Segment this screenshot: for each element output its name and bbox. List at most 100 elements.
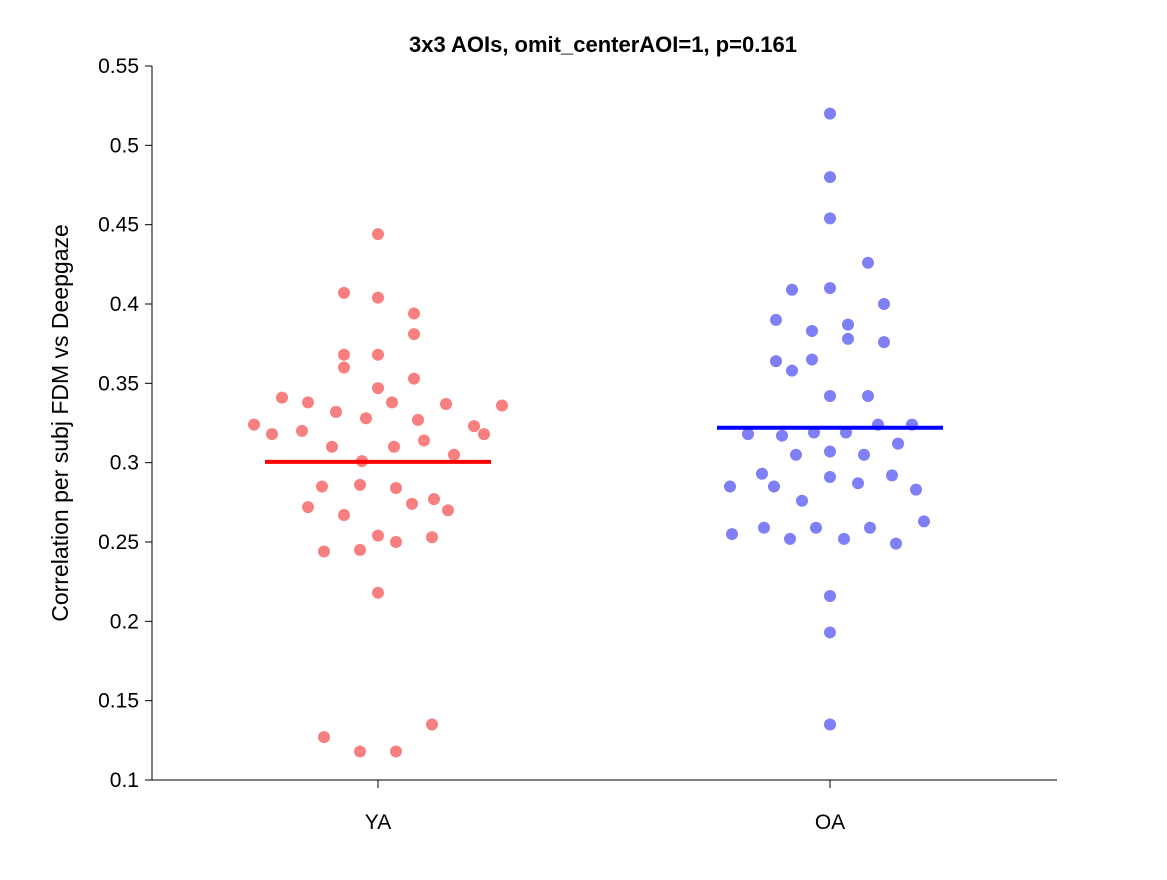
data-point-ya — [316, 480, 328, 493]
data-point-ya — [296, 424, 308, 437]
data-point-oa — [790, 448, 802, 461]
data-point-ya — [440, 397, 452, 410]
data-point-oa — [824, 718, 836, 731]
y-tick-label: 0.15 — [98, 690, 139, 713]
y-tick-label: 0.55 — [98, 55, 139, 78]
x-tick-label-ya: YA — [365, 811, 391, 834]
data-point-oa — [786, 364, 798, 377]
data-point-oa — [758, 521, 770, 534]
data-point-oa — [776, 429, 788, 442]
y-tick-label: 0.45 — [98, 214, 139, 237]
data-point-ya — [406, 497, 418, 510]
y-tick-label: 0.2 — [110, 610, 139, 633]
data-point-oa — [824, 107, 836, 120]
data-point-ya — [360, 412, 372, 425]
data-point-oa — [842, 318, 854, 331]
data-point-oa — [910, 483, 922, 496]
data-point-ya — [426, 531, 438, 544]
data-point-ya — [330, 405, 342, 418]
data-point-oa — [918, 515, 930, 528]
data-point-ya — [266, 428, 278, 441]
data-point-oa — [886, 469, 898, 482]
data-point-oa — [824, 282, 836, 295]
data-point-ya — [478, 428, 490, 441]
data-point-oa — [858, 448, 870, 461]
data-point-ya — [318, 545, 330, 558]
data-point-oa — [824, 171, 836, 184]
data-point-ya — [386, 396, 398, 409]
y-tick-label: 0.35 — [98, 372, 139, 395]
data-point-ya — [338, 361, 350, 374]
data-point-oa — [890, 537, 902, 550]
data-point-ya — [354, 478, 366, 491]
data-points — [248, 107, 930, 758]
data-point-oa — [824, 212, 836, 225]
data-point-oa — [806, 353, 818, 366]
data-point-oa — [842, 332, 854, 345]
chart-title: 3x3 AOIs, omit_centerAOI=1, p=0.161 — [409, 32, 797, 57]
data-point-oa — [770, 313, 782, 326]
axes: 0.1 0.15 0.2 0.25 0.3 0.35 0.4 0.45 0.5 0.55 YA OA — [98, 55, 1057, 834]
data-point-ya — [338, 348, 350, 361]
y-tick-label: 0.4 — [110, 293, 140, 316]
data-point-ya — [318, 731, 330, 744]
data-point-ya — [248, 418, 260, 431]
data-point-ya — [302, 501, 314, 514]
data-point-oa — [726, 528, 738, 541]
data-point-ya — [390, 482, 402, 495]
data-point-oa — [862, 256, 874, 269]
y-axis-label: Correlation per subj FDM vs Deepgaze — [47, 224, 73, 622]
data-point-oa — [824, 390, 836, 403]
data-point-ya — [276, 391, 288, 404]
data-point-ya — [390, 536, 402, 548]
data-point-ya — [388, 440, 400, 453]
data-point-ya — [408, 372, 420, 385]
data-point-oa — [838, 532, 850, 545]
x-tick-label-oa: OA — [815, 811, 845, 834]
data-point-ya — [302, 396, 314, 409]
data-point-oa — [756, 467, 768, 480]
data-point-oa — [852, 477, 864, 490]
data-point-ya — [496, 399, 508, 412]
data-point-ya — [326, 440, 338, 453]
data-point-ya — [354, 543, 366, 556]
data-point-ya — [408, 307, 420, 320]
y-tick-label: 0.1 — [110, 769, 139, 792]
data-point-ya — [426, 718, 438, 731]
data-point-ya — [372, 348, 384, 361]
data-point-oa — [724, 480, 736, 493]
data-point-oa — [770, 355, 782, 368]
y-tick-label: 0.5 — [110, 134, 139, 157]
data-point-oa — [786, 283, 798, 296]
data-point-oa — [742, 428, 754, 441]
data-point-ya — [408, 328, 420, 341]
data-point-ya — [354, 745, 366, 758]
data-point-oa — [864, 521, 876, 534]
data-point-oa — [824, 445, 836, 458]
data-point-oa — [878, 336, 890, 349]
data-point-oa — [862, 390, 874, 403]
y-tick-label: 0.3 — [110, 452, 139, 475]
data-point-ya — [372, 382, 384, 395]
data-point-ya — [468, 420, 480, 433]
data-point-oa — [824, 626, 836, 639]
data-point-ya — [338, 509, 350, 522]
data-point-oa — [806, 324, 818, 337]
data-point-oa — [824, 589, 836, 602]
data-point-ya — [372, 291, 384, 304]
data-point-oa — [796, 494, 808, 507]
data-point-ya — [372, 586, 384, 599]
data-point-ya — [412, 413, 424, 426]
data-point-ya — [448, 448, 460, 461]
data-point-ya — [418, 434, 430, 447]
data-point-ya — [428, 493, 440, 506]
mean-lines — [265, 425, 943, 464]
data-point-oa — [768, 480, 780, 493]
data-point-ya — [442, 504, 454, 517]
data-point-oa — [784, 532, 796, 545]
y-tick-label: 0.25 — [98, 531, 139, 554]
data-point-ya — [338, 286, 350, 299]
data-point-oa — [824, 470, 836, 483]
